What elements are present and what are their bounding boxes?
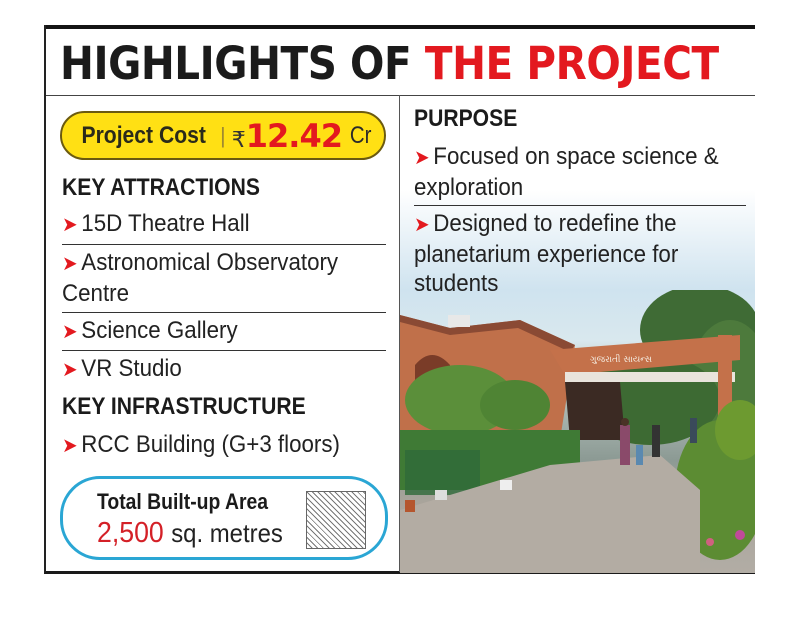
title-divider <box>46 95 755 96</box>
cost-label: Project Cost <box>81 121 206 149</box>
built-up-area-label: Total Built-up Area <box>97 489 269 514</box>
bullet-arrow-icon: ➤ <box>414 214 430 236</box>
cost-separator: | <box>220 122 226 148</box>
page-title: HIGHLIGHTS OF THE PROJECT <box>60 36 719 91</box>
hatched-area-icon <box>306 491 366 549</box>
key-infrastructure-heading: KEY INFRASTRUCTURE <box>62 393 306 420</box>
bullet-arrow-icon: ➤ <box>62 321 78 343</box>
infographic-frame <box>44 25 755 574</box>
bullet-arrow-icon: ➤ <box>414 147 430 169</box>
planetarium-photo-illustration: ગુજરાતી સાયન્સ <box>400 290 755 573</box>
column-divider <box>399 95 400 572</box>
list-item: ➤ VR Studio <box>62 355 182 382</box>
bullet-arrow-icon: ➤ <box>62 214 78 236</box>
cost-amount: 12.42 <box>245 116 343 155</box>
cost-unit: Cr <box>349 121 372 149</box>
built-up-area-badge: Total Built-up Area 2,500 sq. metres <box>60 476 388 560</box>
list-item: ➤ Designed to redefine the planetarium ex… <box>414 210 679 297</box>
separator <box>62 350 386 351</box>
separator <box>62 244 386 245</box>
list-item: ➤ Science Gallery <box>62 317 238 344</box>
project-cost-badge: Project Cost | ₹12.42 Cr <box>60 111 386 160</box>
list-item: ➤ 15D Theatre Hall <box>62 210 250 237</box>
bullet-arrow-icon: ➤ <box>62 435 78 457</box>
title-part-1: HIGHLIGHTS OF <box>60 37 412 90</box>
list-item: ➤ Astronomical Observatory Centre <box>62 249 339 307</box>
list-item: ➤ Focused on space science & exploration <box>414 143 719 201</box>
svg-text:ગુજરાતી સાયન્સ: ગુજરાતી સાયન્સ <box>590 354 652 365</box>
built-up-area-value: 2,500 sq. metres <box>97 517 283 549</box>
planetarium-photo: ગુજરાતી સાયન્સ <box>400 290 755 573</box>
title-part-2: THE PROJECT <box>424 37 719 90</box>
list-item: ➤ RCC Building (G+3 floors) <box>62 431 340 458</box>
purpose-heading: PURPOSE <box>414 105 518 132</box>
bullet-arrow-icon: ➤ <box>62 253 78 275</box>
top-border <box>44 25 755 29</box>
separator <box>414 205 746 206</box>
key-attractions-heading: KEY ATTRACTIONS <box>62 174 260 201</box>
separator <box>62 312 386 313</box>
rupee-icon: ₹ <box>231 126 246 152</box>
photo-sky-fade <box>400 190 755 290</box>
bullet-arrow-icon: ➤ <box>62 359 78 381</box>
